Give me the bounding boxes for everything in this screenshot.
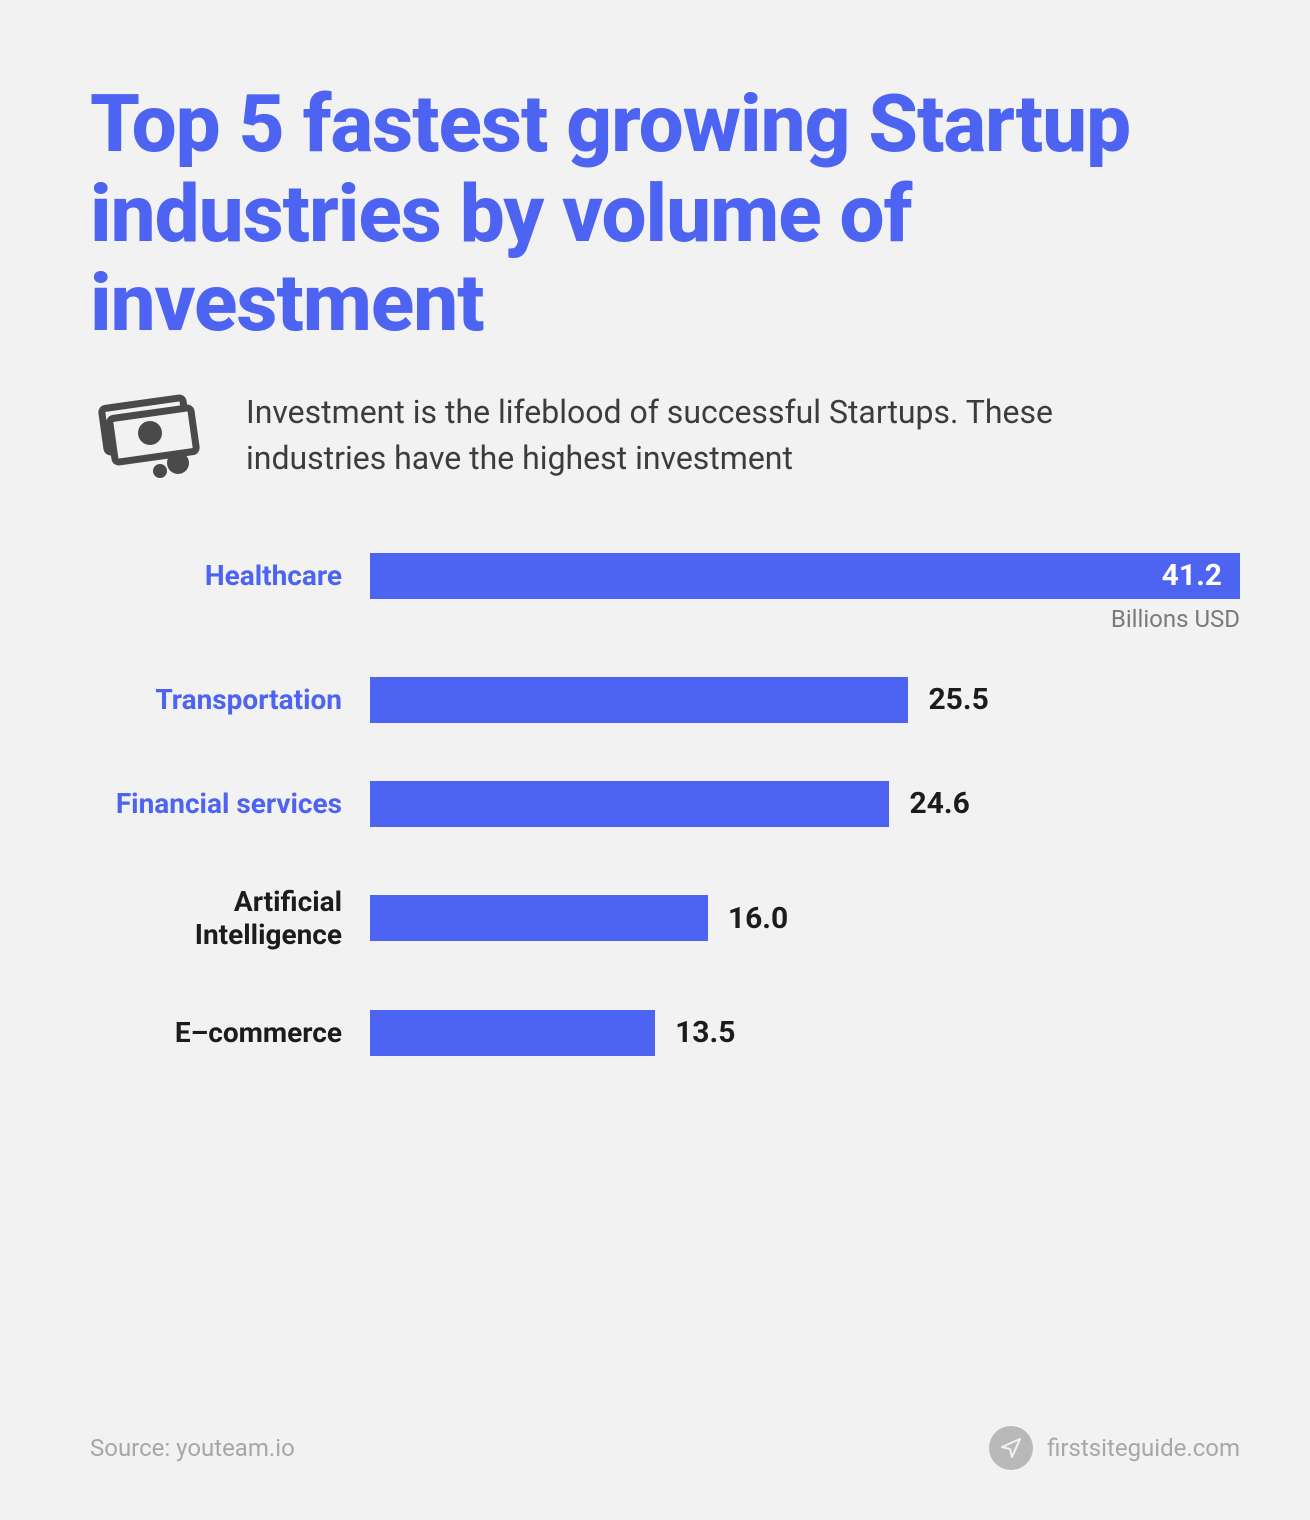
bar-area: 16.0: [370, 895, 1240, 941]
page-title: Top 5 fastest growing Startup industries…: [90, 80, 1240, 349]
value-label: 13.5: [675, 1015, 735, 1050]
bar-row: Artificial Intelligence 16.0: [90, 885, 1240, 952]
source-text: Source: youteam.io: [90, 1434, 295, 1462]
footer: Source: youteam.io firstsiteguide.com: [90, 1426, 1240, 1470]
value-label: 24.6: [909, 786, 969, 821]
category-label: Artificial Intelligence: [90, 885, 370, 952]
bar-area: 24.6: [370, 781, 1240, 827]
paper-plane-icon: [989, 1426, 1033, 1470]
category-label: E–commerce: [90, 1016, 370, 1050]
bar: [370, 895, 708, 941]
bar-row: Transportation 25.5: [90, 677, 1240, 723]
category-label: Transportation: [90, 683, 370, 717]
category-label: Healthcare: [90, 559, 370, 593]
bar-chart: Healthcare41.2Billions USDTransportation…: [90, 553, 1240, 1056]
bar: [370, 781, 889, 827]
money-icon-svg: [101, 397, 196, 477]
bar-area: 13.5: [370, 1010, 1240, 1056]
bar: [370, 1010, 655, 1056]
value-label: 25.5: [928, 682, 988, 717]
bar: [370, 677, 908, 723]
bar-row: Healthcare41.2Billions USD: [90, 553, 1240, 599]
bar-row: E–commerce 13.5: [90, 1010, 1240, 1056]
money-icon: [90, 389, 210, 483]
bar: 41.2: [370, 553, 1240, 599]
category-label: Financial services: [90, 787, 370, 821]
brand-text: firstsiteguide.com: [1047, 1434, 1240, 1462]
intro-row: Investment is the lifeblood of successfu…: [90, 389, 1240, 483]
brand: firstsiteguide.com: [989, 1426, 1240, 1470]
intro-text: Investment is the lifeblood of successfu…: [246, 389, 1066, 482]
bar-area: 41.2Billions USD: [370, 553, 1240, 599]
bar-area: 25.5: [370, 677, 1240, 723]
value-label: 16.0: [728, 901, 788, 936]
bar-row: Financial services 24.6: [90, 781, 1240, 827]
unit-label: Billions USD: [1111, 605, 1240, 633]
